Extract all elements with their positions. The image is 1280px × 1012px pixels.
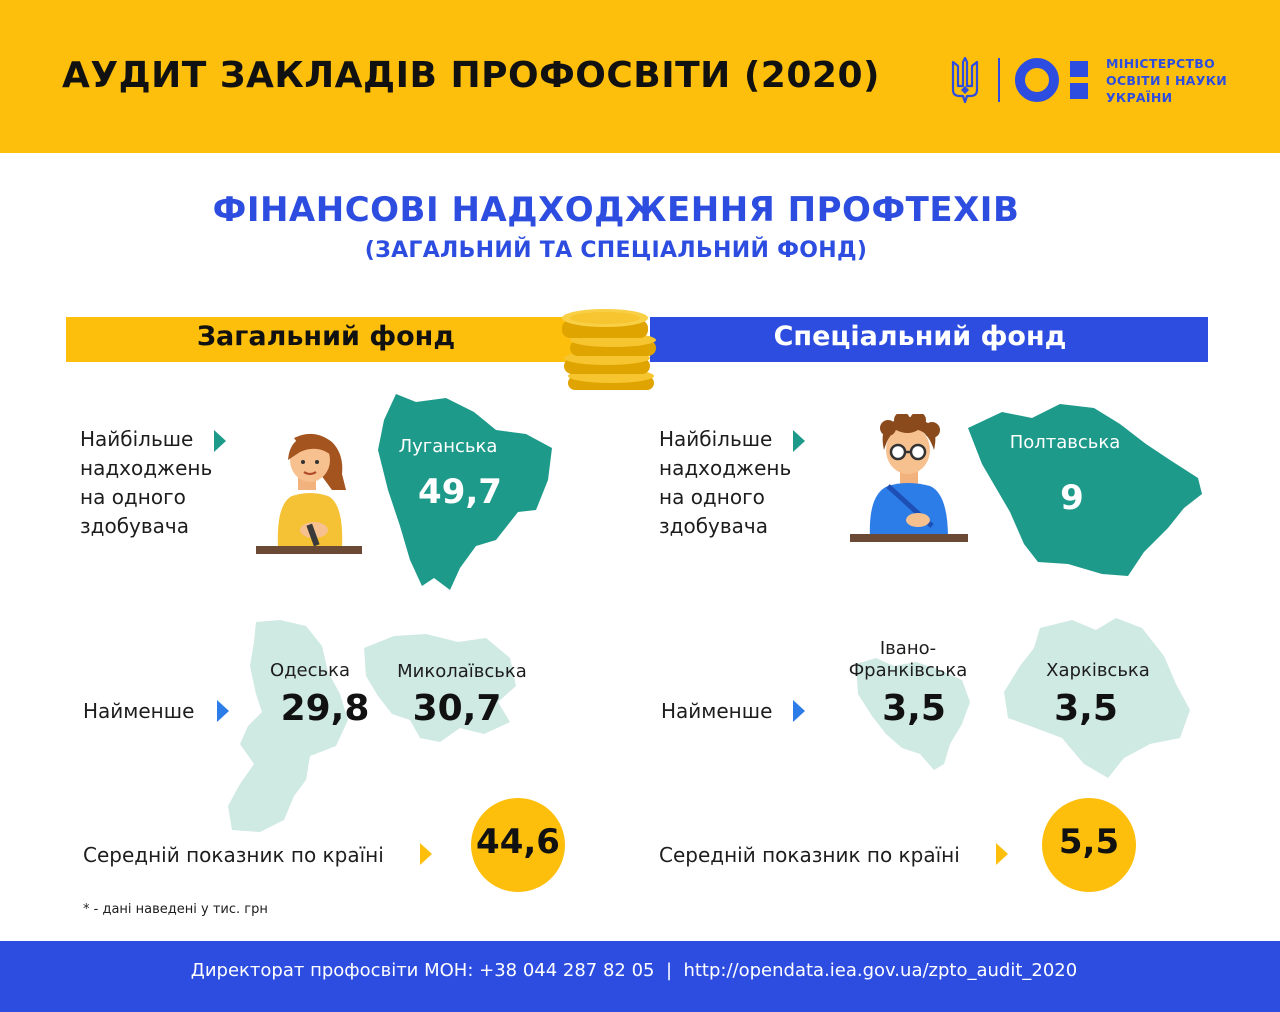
ministry-name: МІНІСТЕРСТВО ОСВІТИ І НАУКИ УКРАЇНИ [1106,55,1227,106]
footer-bar [0,941,1280,1012]
luhansk-region-map [378,394,552,590]
header-bar [0,0,1280,153]
section-subtitle: (ЗАГАЛЬНИЙ ТА СПЕЦІАЛЬНИЙ ФОНД) [364,238,868,263]
caption-line: надходжень [659,456,792,480]
arrow-right-icon [793,700,805,722]
mykolaiv-region-map [364,634,516,742]
footnote: * - дані наведені у тис. грн [83,902,268,917]
caption-line: здобувача [80,514,189,538]
special-most-caption: Найбільше надходжень на одного здобувача [659,425,791,541]
kharkiv-region-map [1004,618,1190,778]
special-avg-label: Середній показник по країні [659,843,960,867]
special-avg-circle [1042,798,1136,892]
caption-line: Найбільше [80,427,194,451]
ministry-line: МІНІСТЕРСТВО [1106,56,1216,71]
arrow-right-icon [420,843,432,865]
arrow-right-icon [996,843,1008,865]
arrow-right-icon [217,700,229,722]
ministry-line: УКРАЇНИ [1106,90,1173,105]
page-title: АУДИТ ЗАКЛАДІВ ПРОФОСВІТИ (2020) [62,55,880,96]
student-boy-icon [850,414,968,542]
caption-line: Найбільше [659,427,773,451]
general-least-label: Найменше [83,699,195,723]
special-most-value: 9 [1060,478,1084,518]
general-avg-circle [471,798,565,892]
special-least-region-2: Харківська [1046,660,1150,681]
general-least-value-1: 29,8 [280,688,370,729]
special-least-label: Найменше [661,699,773,723]
special-least-value-1: 3,5 [882,688,946,729]
caption-line: надходжень [80,456,213,480]
coins-icon [562,309,656,390]
trident-icon [951,56,979,104]
region-line: Франківська [848,660,968,681]
general-least-value-2: 30,7 [412,688,502,729]
special-fund-bar [650,317,1208,362]
ivano-frankivsk-region-map [856,658,970,770]
caption-line: на одного [80,485,186,509]
general-most-region: Луганська [398,436,498,457]
section-title: ФІНАНСОВІ НАДХОДЖЕННЯ ПРОФТЕХІВ [212,190,1020,230]
arrow-right-icon [214,430,226,452]
special-avg-value: 5,5 [1058,822,1120,862]
footer-contact: Директорат профосвіти МОН: +38 044 287 8… [190,960,1078,981]
general-fund-label: Загальний фонд [196,321,456,352]
general-fund-bar [66,317,626,362]
special-most-region: Полтавська [1009,432,1121,453]
general-most-caption: Найбільше надходжень на одного здобувача [80,425,212,541]
poltava-region-map [968,404,1202,576]
ministry-line: ОСВІТИ І НАУКИ [1106,73,1227,88]
special-fund-label: Спеціальний фонд [773,321,1067,352]
odesa-region-map [228,620,348,832]
general-least-region-2: Миколаївська [397,661,527,682]
general-least-region-1: Одеська [269,660,351,681]
general-avg-value: 44,6 [476,822,560,862]
region-line: Івано- [879,638,937,659]
special-least-region-1: Івано- Франківська [838,638,978,682]
student-girl-icon [256,433,362,554]
ministry-logo-icon [1015,58,1088,102]
general-most-value: 49,7 [418,472,502,512]
caption-line: на одного [659,485,765,509]
arrow-right-icon [793,430,805,452]
general-avg-label: Середній показник по країні [83,843,384,867]
special-least-value-2: 3,5 [1054,688,1118,729]
logo-divider [998,58,1000,102]
caption-line: здобувача [659,514,768,538]
